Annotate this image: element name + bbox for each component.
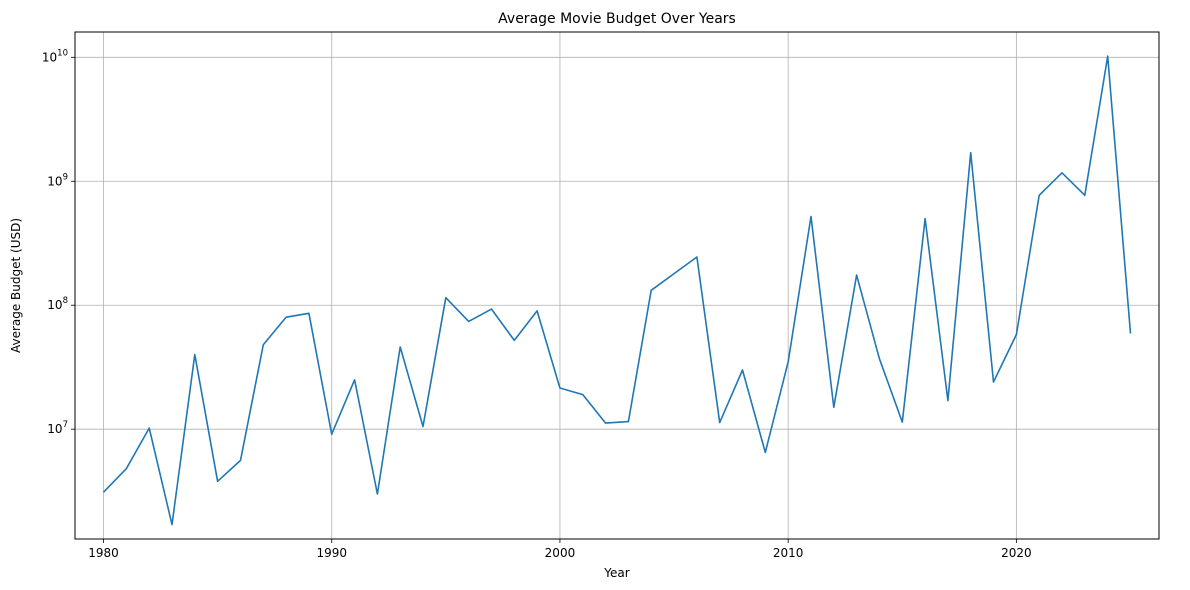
x-tick-label: 2000: [545, 546, 576, 560]
chart-title: Average Movie Budget Over Years: [498, 11, 736, 27]
x-axis-ticks: 1980 1990 2000 2010 2020: [88, 539, 1032, 560]
x-tick-label: 1980: [88, 546, 119, 560]
x-tick-label: 2020: [1001, 546, 1032, 560]
plot-frame: [74, 31, 1160, 540]
y-tick-label: 1010: [42, 48, 68, 64]
y-tick-label: 109: [47, 172, 68, 188]
series-line: [102, 55, 1132, 526]
y-axis-label: Average Budget (USD): [9, 218, 23, 353]
grid-lines: [75, 32, 1159, 539]
y-tick-label: 107: [47, 420, 68, 436]
x-tick-label: 2010: [773, 546, 804, 560]
x-axis-label: Year: [603, 566, 629, 580]
y-axis-ticks: 107 108 109 1010: [42, 48, 75, 436]
series-line-group: [102, 55, 1132, 526]
y-tick-label: 108: [47, 296, 68, 312]
x-tick-label: 1990: [316, 546, 347, 560]
